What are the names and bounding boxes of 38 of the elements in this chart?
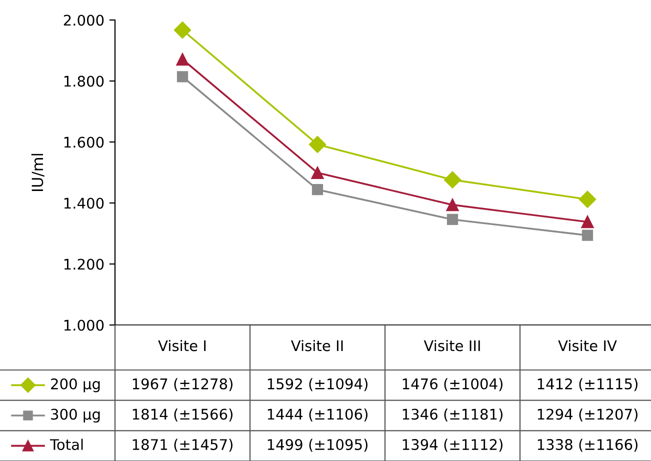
x-tick-label: Visite I (158, 340, 206, 352)
legend-label: 200 µg (51, 378, 100, 392)
legend-label: Total (50, 438, 83, 450)
legend-label: 300 µg (51, 408, 100, 423)
data-label: 1871 (±1457) (132, 438, 232, 452)
point (308, 136, 326, 153)
point (444, 171, 462, 188)
y-tick-label: 2.000 (64, 14, 104, 26)
point (582, 230, 594, 241)
data-label: 1338 (±1166) (538, 438, 638, 452)
data-label: 1476 (±1004) (402, 378, 502, 392)
data-label: 1346 (±1181) (402, 408, 502, 422)
point (176, 71, 188, 82)
data-label: 1412 (±1115) (538, 378, 638, 392)
point (174, 22, 192, 39)
point (311, 166, 324, 180)
data-label: 1967 (±1278) (132, 378, 232, 392)
point (312, 184, 324, 196)
y-axis-title: IU/ml (31, 154, 44, 191)
y-tick-label: 1.600 (64, 136, 104, 148)
y-tick-label: 1.000 (64, 320, 104, 331)
x-tick-label: Visite III (424, 340, 480, 352)
data-label: 1294 (±1207) (538, 408, 638, 422)
x-tick-label: Visite IV (558, 340, 617, 352)
data-label: 1444 (±1106) (268, 408, 368, 422)
y-tick-label: 1.200 (64, 258, 104, 270)
point (578, 190, 596, 208)
data-label: 1499 (±1095) (268, 438, 368, 452)
data-label: 1592 (±1094) (268, 378, 368, 392)
data-label: 1394 (±1112) (402, 438, 502, 452)
point (446, 214, 458, 226)
y-tick-label: 1.400 (64, 198, 104, 209)
point (176, 53, 189, 66)
point (446, 198, 459, 212)
x-tick-label: Visite II (290, 340, 343, 352)
data-label: 1814 (±1566) (132, 408, 232, 422)
y-tick-label: 1.800 (64, 76, 104, 87)
point (581, 216, 594, 228)
